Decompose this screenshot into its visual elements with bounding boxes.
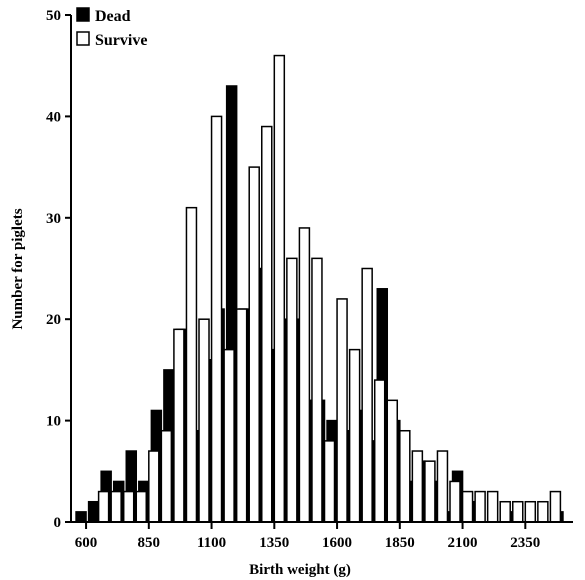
x-tick-label-850: 850 <box>138 535 161 551</box>
legend-label-dead: Dead <box>95 8 131 25</box>
plot-bars <box>75 54 564 523</box>
x-tick-label-1850: 1850 <box>385 535 415 551</box>
x-tick-label-2350: 2350 <box>510 535 540 551</box>
legend-swatch-dead <box>76 7 90 22</box>
bar-survive-1850 <box>399 429 411 523</box>
bar-survive-1700 <box>361 267 373 523</box>
bar-survive-850 <box>148 450 160 523</box>
bar-survive-2350 <box>524 500 537 523</box>
bar-survive-1350 <box>273 54 286 523</box>
bar-survive-1400 <box>286 257 298 523</box>
bar-survive-1900 <box>411 450 424 523</box>
y-tick-label-40: 40 <box>46 109 61 125</box>
bar-survive-1650 <box>348 348 361 523</box>
bar-survive-1000 <box>185 206 198 523</box>
bar-survive-1500 <box>311 257 323 523</box>
x-tick-label-1350: 1350 <box>259 535 289 551</box>
legend-swatch-survive <box>76 31 90 46</box>
bar-survive-2250 <box>499 500 511 523</box>
bar-survive-1550 <box>323 440 336 523</box>
y-tick-label-10: 10 <box>46 414 61 430</box>
y-tick-label-0: 0 <box>54 515 62 531</box>
x-tick-label-1100: 1100 <box>197 535 226 551</box>
bar-survive-1250 <box>248 166 260 523</box>
x-tick-label-600: 600 <box>75 535 98 551</box>
bar-survive-2400 <box>537 500 549 523</box>
bar-survive-1100 <box>210 115 223 523</box>
bar-survive-1300 <box>261 125 273 523</box>
bar-survive-1450 <box>298 227 311 523</box>
bar-survive-700 <box>110 490 122 523</box>
bar-survive-2050 <box>449 480 461 523</box>
bar-survive-900 <box>160 429 173 523</box>
y-tick-label-30: 30 <box>46 211 61 227</box>
bar-survive-1950 <box>424 460 436 523</box>
bar-survive-650 <box>97 490 110 523</box>
y-tick-label-50: 50 <box>46 8 61 24</box>
y-tick-label-20: 20 <box>46 312 61 328</box>
bar-survive-950 <box>173 328 185 523</box>
y-axis-label: Number for piglets <box>10 208 26 329</box>
bar-dead-650 <box>87 500 100 523</box>
bar-survive-1750 <box>373 379 386 523</box>
legend-label-survive: Survive <box>95 32 147 49</box>
x-tick-label-1600: 1600 <box>322 535 352 551</box>
y-ticks: 0 10 20 30 40 50 <box>46 8 71 531</box>
bar-survive-1050 <box>198 318 210 523</box>
bar-survive-1150 <box>223 348 235 523</box>
bar-survive-800 <box>135 490 148 523</box>
bar-survive-2100 <box>461 490 474 523</box>
x-axis-label: Birth weight (g) <box>249 562 351 578</box>
x-tick-label-2100: 2100 <box>448 535 478 551</box>
legend: Dead Survive <box>76 7 147 49</box>
bar-survive-2200 <box>486 490 499 523</box>
bar-survive-1600 <box>336 298 348 523</box>
bar-survive-1200 <box>235 308 248 523</box>
x-ticks: 600 850 1100 1350 1600 1850 2100 2350 <box>75 522 540 551</box>
bar-survive-2150 <box>474 490 486 523</box>
bar-survive-2450 <box>549 490 562 523</box>
bar-survive-2300 <box>512 500 524 523</box>
axes <box>70 15 573 523</box>
bar-survive-2000 <box>436 450 449 523</box>
bar-survive-1800 <box>386 399 399 523</box>
bar-survive-750 <box>122 490 135 523</box>
bar-dead-600 <box>75 511 87 523</box>
